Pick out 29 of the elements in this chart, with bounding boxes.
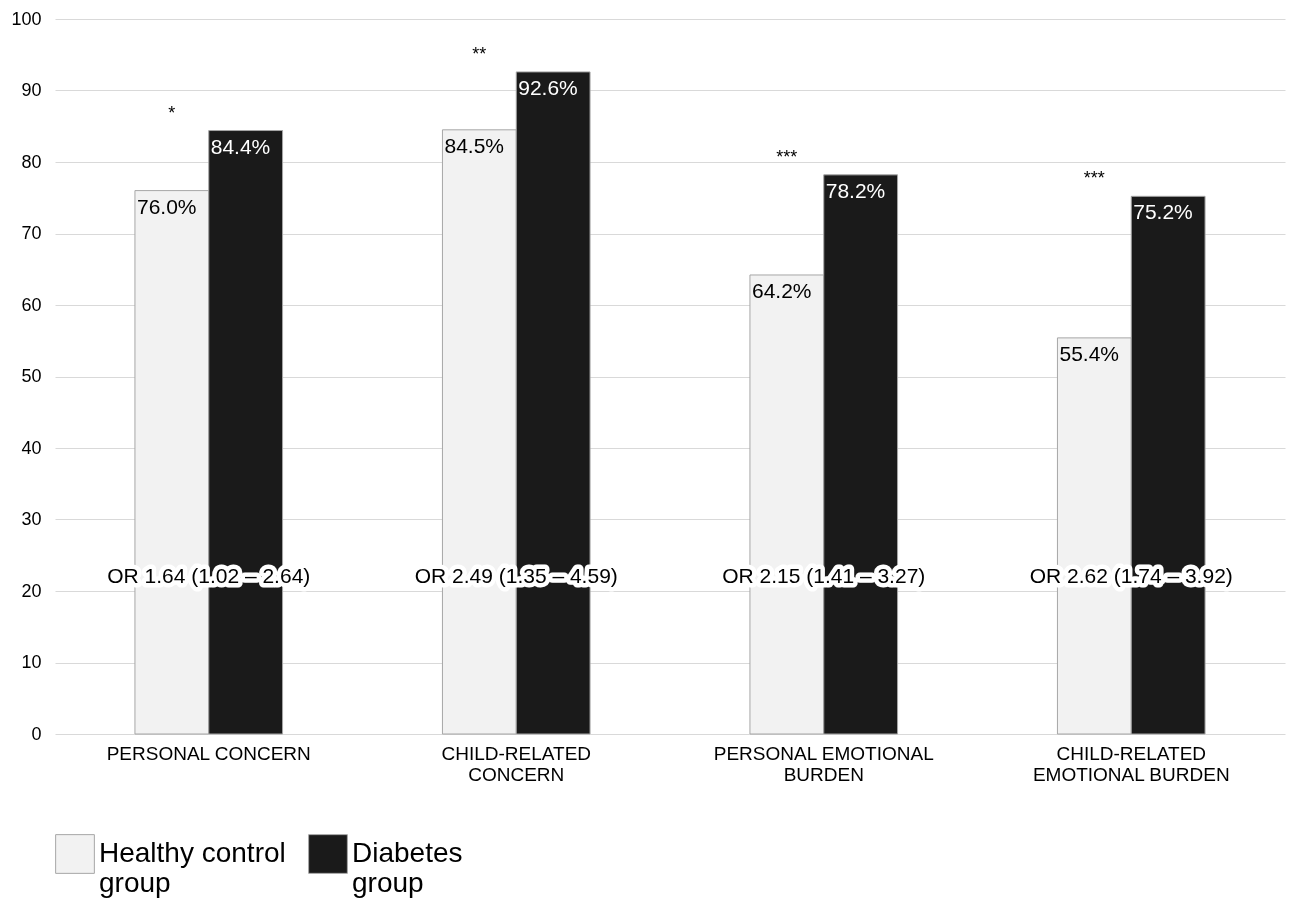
data-label: 78.2% bbox=[825, 178, 886, 202]
y-tick-label: 60 bbox=[21, 294, 42, 315]
x-tick-label: PERSONAL EMOTIONAL BURDEN bbox=[713, 742, 934, 785]
x-tick-label: PERSONAL CONCERN bbox=[106, 742, 311, 764]
annotation: ** bbox=[472, 43, 487, 64]
data-label: 64.2% bbox=[751, 278, 812, 302]
y-tick-label: 80 bbox=[21, 151, 42, 172]
x-tick-label: CHILD-RELATED EMOTIONAL BURDEN bbox=[1032, 742, 1230, 785]
y-tick-label: 30 bbox=[21, 509, 42, 529]
x-tick-label: CHILD-RELATED CONCERN bbox=[441, 742, 592, 785]
y-tick-label: 90 bbox=[21, 80, 42, 100]
legend-label: Healthy control group bbox=[99, 837, 286, 898]
legend-label: Diabetes group bbox=[352, 837, 463, 898]
y-tick-label: 0 bbox=[31, 723, 42, 744]
y-tick-label: 10 bbox=[21, 652, 42, 672]
data-label: 55.4% bbox=[1059, 341, 1119, 365]
y-tick-label: 70 bbox=[21, 223, 42, 243]
y-tick-label: 50 bbox=[21, 366, 42, 386]
data-label: 76.0% bbox=[136, 194, 197, 218]
annotation: *** bbox=[1083, 168, 1105, 189]
data-label: 84.4% bbox=[210, 134, 271, 158]
data-label: 92.6% bbox=[518, 75, 578, 99]
annotation: * bbox=[168, 102, 176, 123]
annotation: *** bbox=[776, 146, 798, 167]
y-tick-label: 40 bbox=[21, 437, 42, 458]
y-tick-label: 20 bbox=[21, 580, 42, 601]
data-label: 84.5% bbox=[444, 133, 504, 157]
data-label: 75.2% bbox=[1133, 200, 1193, 224]
y-tick-label: 100 bbox=[11, 8, 42, 29]
